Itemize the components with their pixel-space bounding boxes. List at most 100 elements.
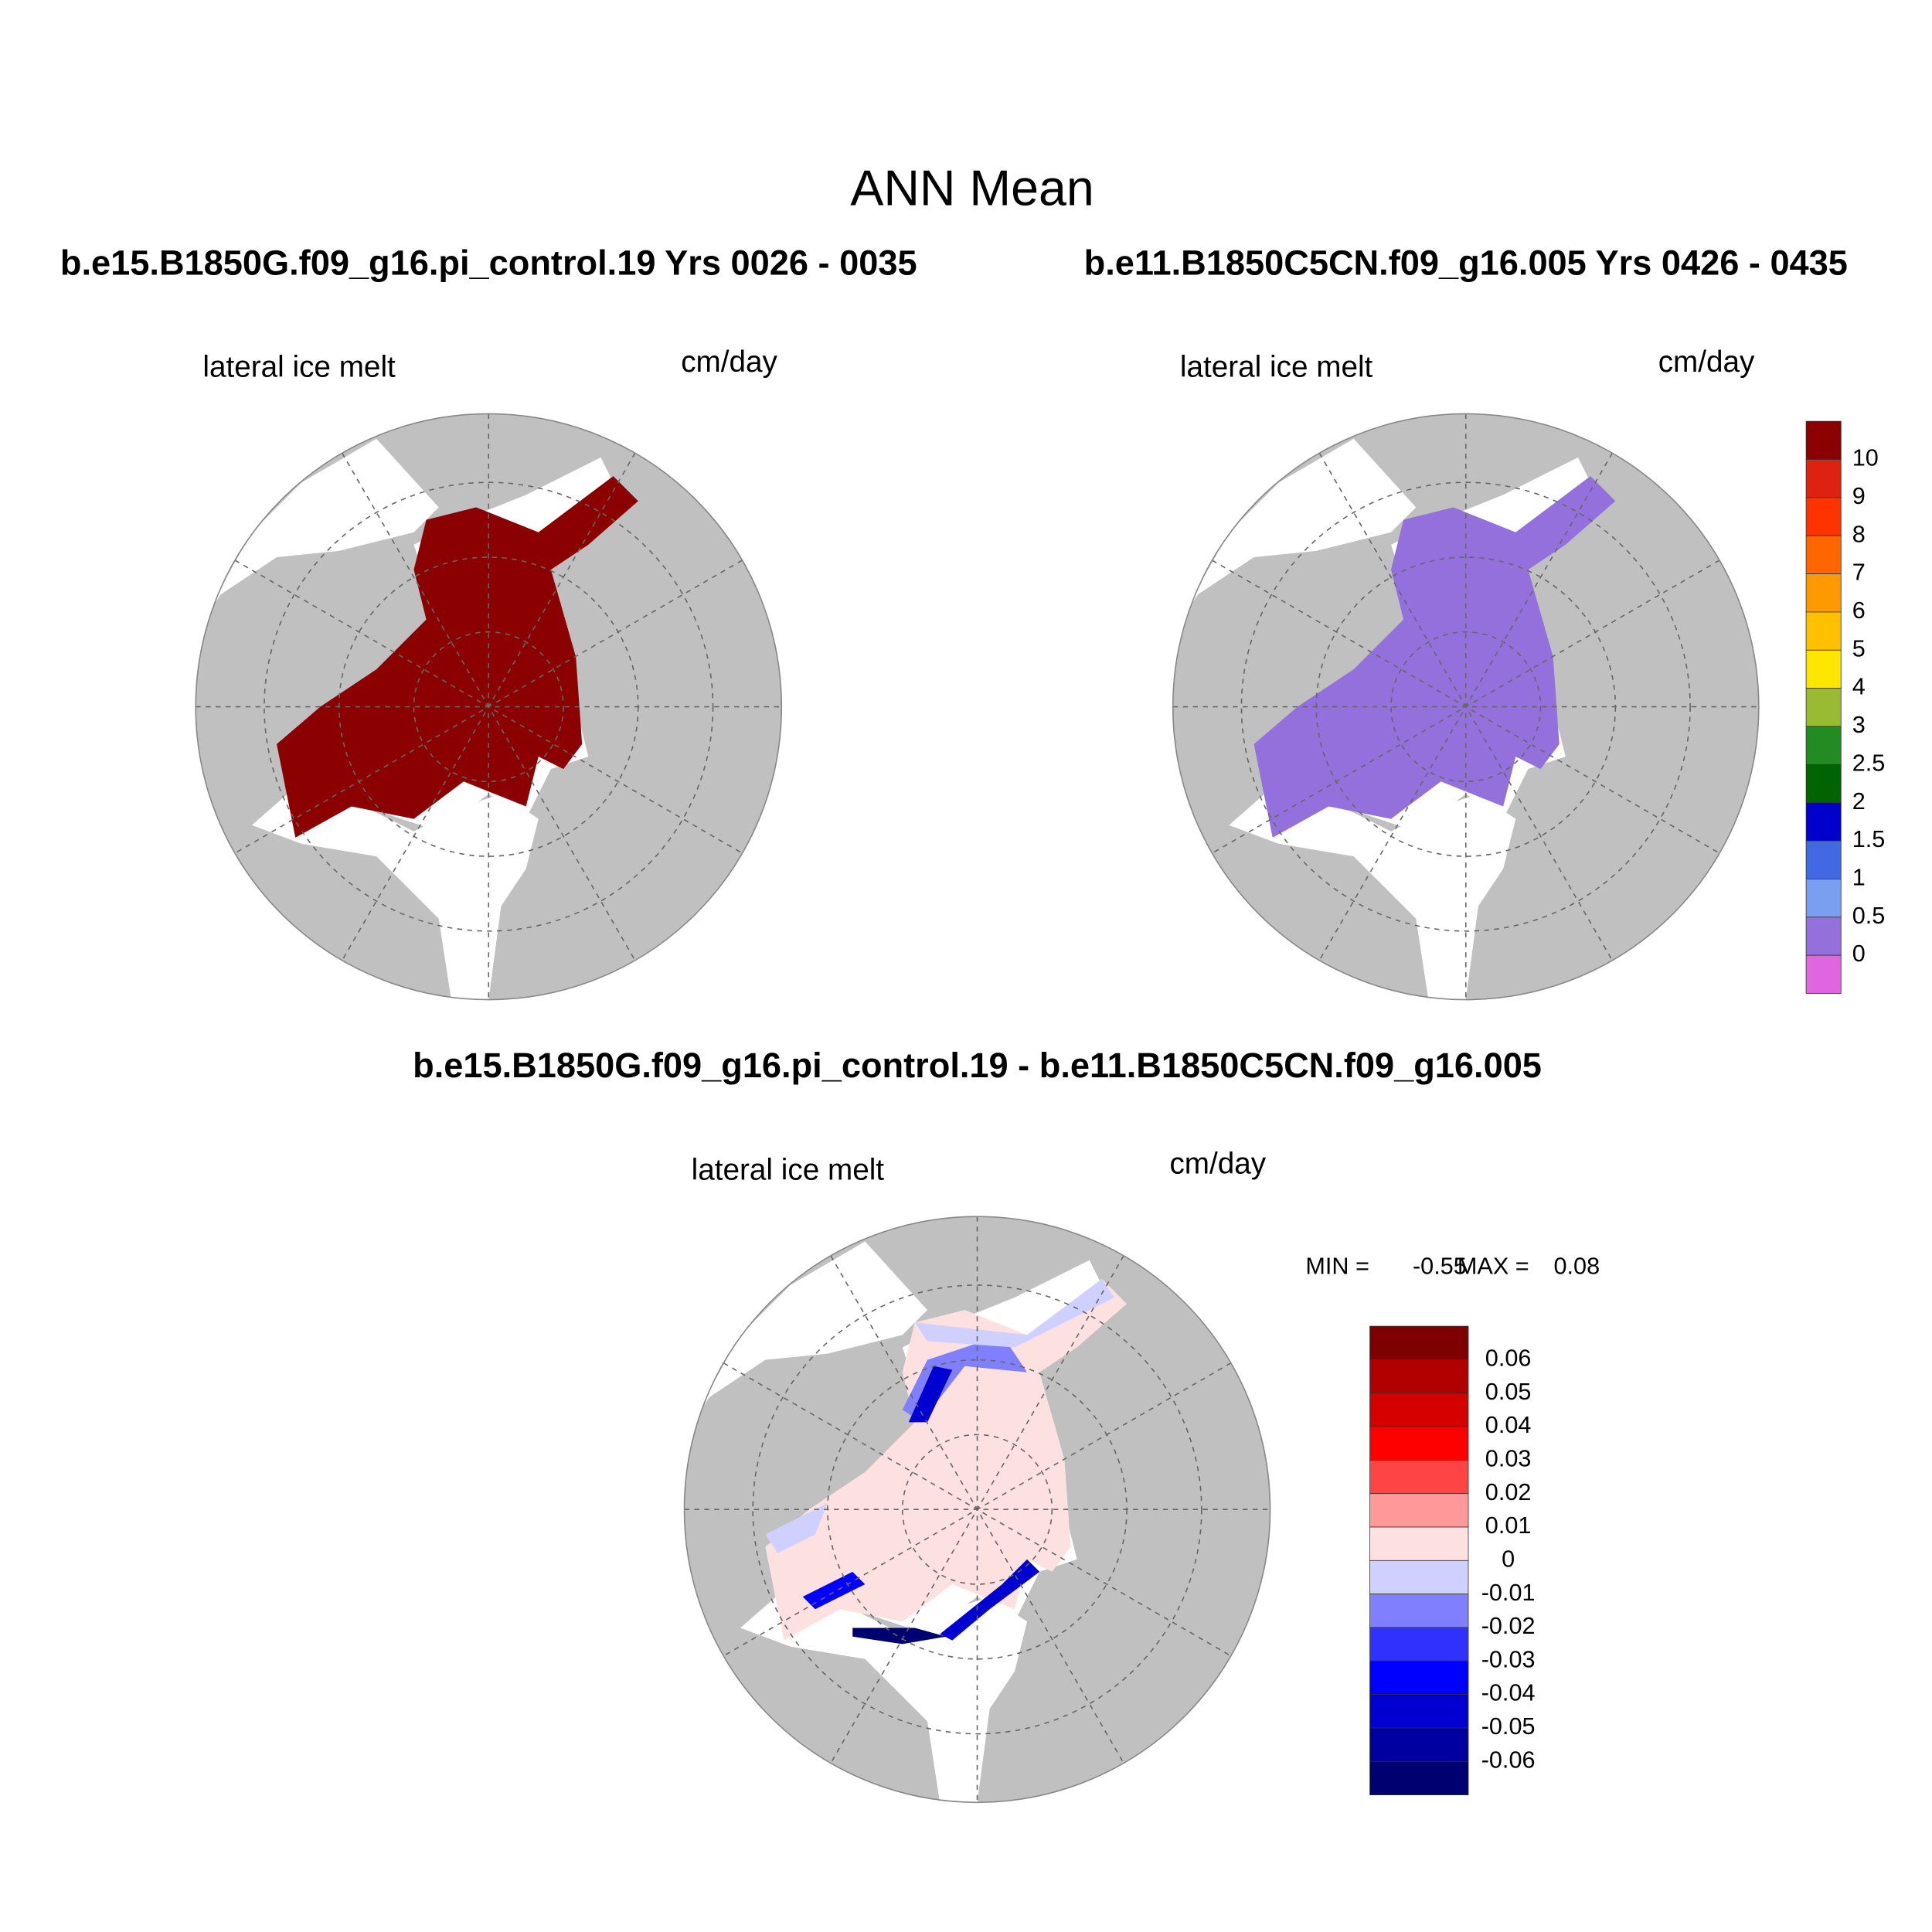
colorbar-box	[1805, 840, 1842, 879]
colorbar-box	[1369, 1694, 1469, 1729]
colorbar-label: 6	[1852, 597, 1866, 624]
colorbar-label: 7	[1852, 560, 1866, 586]
map-border	[683, 1216, 1271, 1804]
units-label: cm/day	[1169, 1147, 1266, 1180]
colorbar-label: -0.06	[1481, 1747, 1536, 1773]
map-layer	[684, 1216, 1270, 1803]
colorbar-box	[1369, 1594, 1469, 1628]
colorbar-label: 0.04	[1485, 1412, 1532, 1438]
atlantic-ocean	[1229, 781, 1516, 1000]
colorbar-box	[1369, 1359, 1469, 1394]
colorbar-label: 0.05	[1485, 1379, 1532, 1405]
pacific-ocean	[684, 1241, 927, 1435]
colorbar-label: 2	[1852, 788, 1866, 815]
colorbar-label: 8	[1852, 521, 1866, 547]
min-max: MIN =	[1305, 1253, 1369, 1279]
parallel	[752, 1284, 1202, 1735]
colorbar-box	[1805, 649, 1842, 689]
colorbar-box	[1369, 1727, 1469, 1762]
colorbar-box	[1805, 802, 1842, 842]
diff-field	[765, 1278, 1128, 1641]
sea-ice	[1253, 476, 1616, 838]
parallel	[264, 481, 714, 932]
pacific-ocean	[196, 438, 439, 632]
colorbar-box	[1369, 1660, 1469, 1696]
polar-map	[683, 1216, 1271, 1804]
colorbar-label: 4	[1852, 674, 1866, 700]
colorbar-box	[1805, 688, 1842, 727]
units-label: cm/day	[1658, 345, 1755, 379]
polar-map	[195, 413, 783, 1001]
colorbar-label: 9	[1852, 483, 1866, 509]
min-max: -0.55	[1413, 1253, 1467, 1279]
colorbar-box	[1369, 1426, 1469, 1461]
meridian	[1212, 560, 1720, 854]
colorbar-box	[1369, 1526, 1469, 1561]
parallel	[901, 1434, 1053, 1585]
colorbar-box	[1805, 764, 1842, 804]
panel-title: b.e15.B1850G.f09_g16.pi_control.19 - b.e…	[413, 1046, 1542, 1085]
colorbar-label: 0.5	[1852, 903, 1886, 929]
map-layer	[196, 413, 782, 1000]
colorbar-box	[1805, 611, 1842, 651]
colorbar-box	[1805, 917, 1842, 956]
map-layer	[1172, 413, 1759, 1000]
colorbar-box	[1805, 879, 1842, 918]
colorbar-box	[1805, 535, 1842, 574]
map-border	[195, 413, 783, 1001]
units-label: cm/day	[681, 345, 777, 379]
colorbar-box	[1369, 1459, 1469, 1495]
polar-map	[1172, 413, 1760, 1001]
colorbar-label: -0.05	[1481, 1713, 1536, 1740]
diff-neg	[940, 1559, 1040, 1641]
diff-neg	[852, 1628, 947, 1645]
map-border	[1172, 413, 1760, 1001]
atlantic-ocean	[740, 1584, 1028, 1803]
diff-neg	[908, 1366, 953, 1423]
min-max: MAX =	[1458, 1253, 1529, 1279]
colorbar-box	[1369, 1325, 1469, 1360]
colorbar-box	[1369, 1627, 1469, 1662]
variable-label: lateral ice melt	[692, 1153, 885, 1186]
colorbar-label: 2.5	[1852, 750, 1886, 776]
colorbar-label: 0.02	[1485, 1479, 1532, 1505]
colorbar-box	[1805, 954, 1842, 994]
meridian	[723, 1362, 1232, 1657]
panel-title: b.e11.B1850C5CN.f09_g16.005 Yrs 0426 - 0…	[1084, 243, 1848, 282]
parallel	[1390, 631, 1542, 783]
min-max: 0.08	[1554, 1253, 1600, 1279]
colorbar-label: -0.04	[1481, 1680, 1536, 1706]
colorbar-box	[1805, 573, 1842, 613]
colorbar-box	[1805, 420, 1842, 460]
pacific-ocean	[1172, 438, 1417, 632]
colorbar-box	[1369, 1560, 1469, 1595]
variable-label: lateral ice melt	[1180, 351, 1373, 384]
parallel	[413, 631, 564, 783]
colorbar-box	[1805, 459, 1842, 498]
parallel	[1240, 481, 1691, 932]
meridian	[234, 560, 743, 854]
colorbar-box	[1369, 1393, 1469, 1427]
colorbar-label: 0.03	[1485, 1445, 1532, 1471]
colorbar-box	[1805, 497, 1842, 536]
colorbar-box	[1369, 1493, 1469, 1528]
colorbar-label: 5	[1852, 635, 1866, 662]
parallel	[827, 1359, 1128, 1660]
colorbar-label: 0.01	[1485, 1512, 1532, 1539]
variable-label: lateral ice melt	[202, 351, 396, 384]
parallel	[338, 556, 639, 857]
colorbar-label: 10	[1852, 445, 1879, 471]
parallel	[1315, 556, 1617, 857]
atlantic-ocean	[251, 781, 539, 1000]
colorbar-box	[1805, 726, 1842, 765]
colorbar-label: -0.01	[1481, 1580, 1536, 1606]
sea-ice	[277, 476, 638, 838]
colorbar-label: 0.06	[1485, 1345, 1532, 1372]
diff-neg	[765, 1503, 828, 1553]
colorbar-box	[1369, 1760, 1469, 1795]
figure-title: ANN Mean	[850, 160, 1094, 216]
diff-neg	[802, 1571, 866, 1610]
panel-title: b.e15.B1850G.f09_g16.pi_control.19 Yrs 0…	[60, 243, 917, 282]
